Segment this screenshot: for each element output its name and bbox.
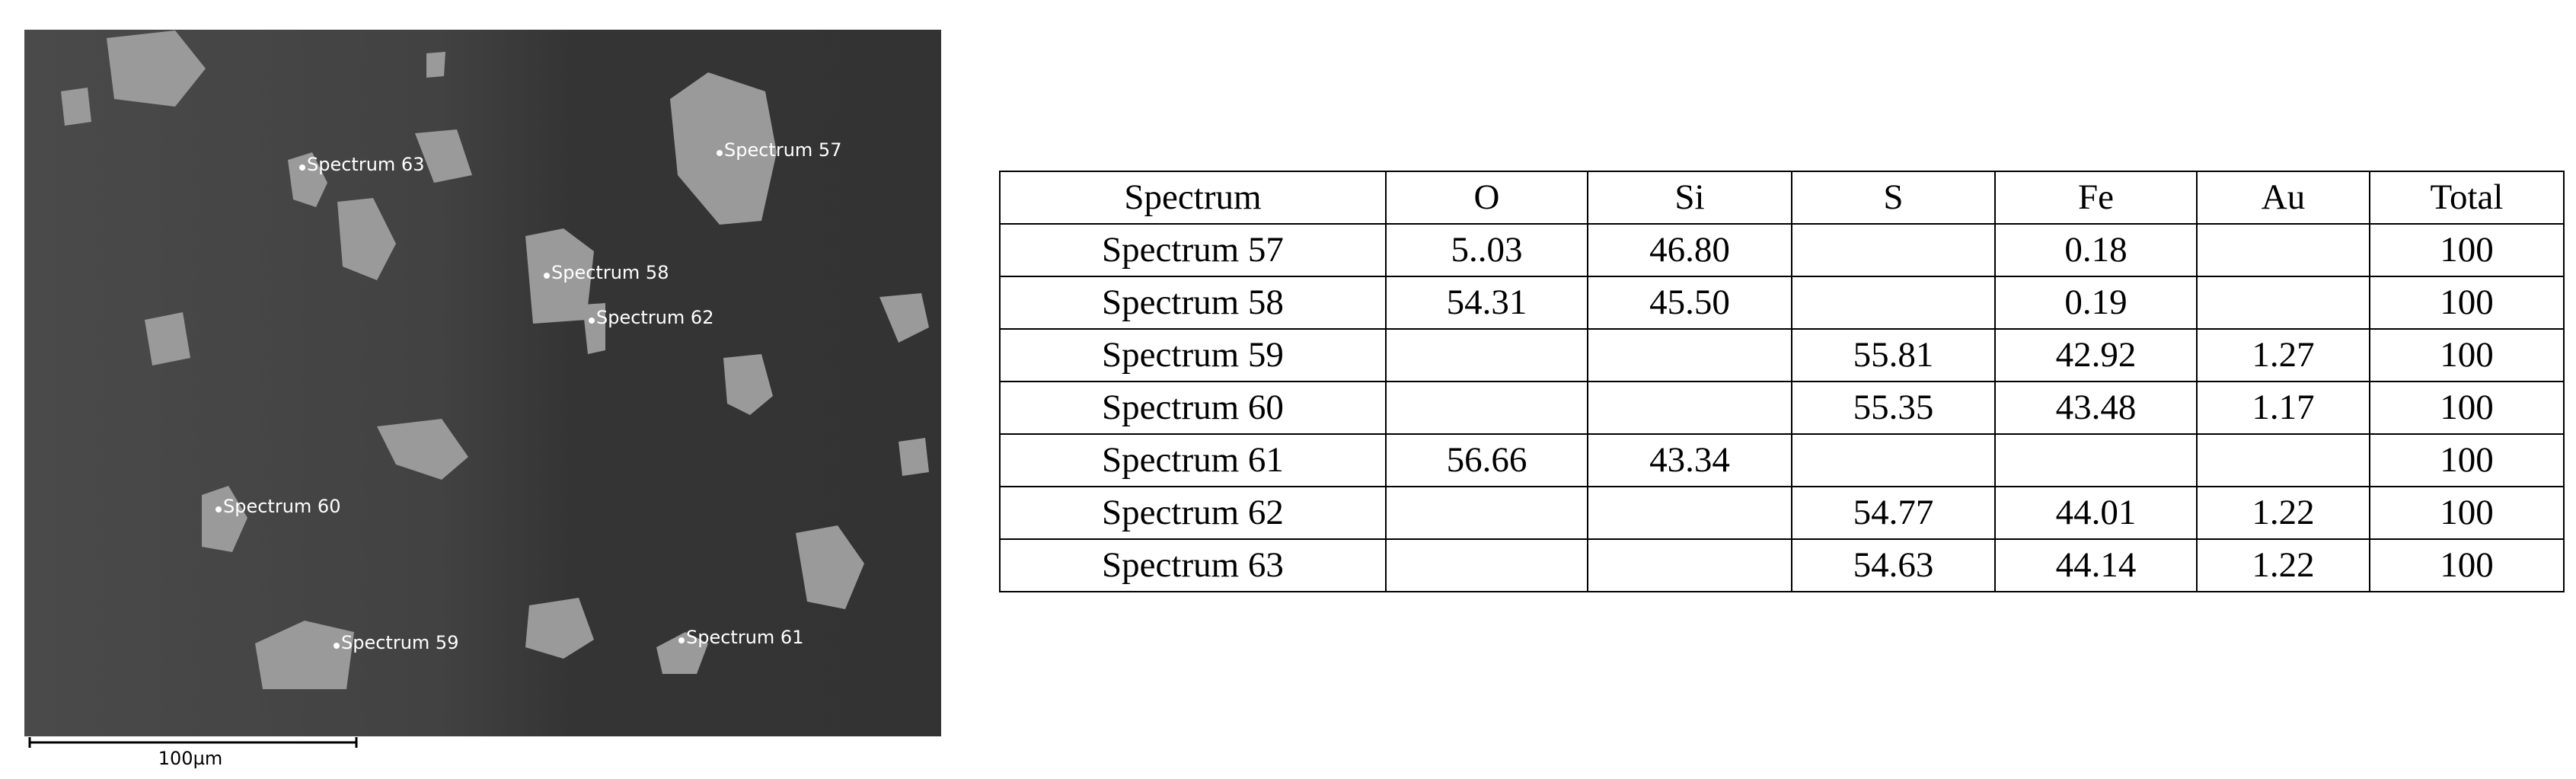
spectrum-point	[544, 273, 550, 279]
data-row-cell: Spectrum 58	[999, 276, 1387, 330]
data-row: Spectrum 57 5..03 46.80 0.18 100	[999, 223, 2565, 277]
data-row-cell: Spectrum 59	[999, 328, 1387, 382]
data-row-cell: 1.17	[2196, 381, 2370, 435]
data-row-cell: 55.81	[1791, 328, 1996, 382]
header-row-cell: Fe	[1994, 171, 2198, 225]
data-row-cell	[2196, 276, 2370, 330]
data-row: Spectrum 58 54.31 45.50 0.19 100	[999, 276, 2565, 330]
data-row-cell: 44.14	[1994, 538, 2198, 592]
micrograph-background	[24, 30, 941, 736]
data-row-cell: 100	[2369, 223, 2565, 277]
data-row-cell: 5..03	[1385, 223, 1588, 277]
spectrum-label: Spectrum 60	[223, 496, 340, 517]
spectrum-label: Spectrum 62	[596, 307, 713, 328]
header-row-cell: O	[1385, 171, 1588, 225]
data-row-cell: 1.27	[2196, 328, 2370, 382]
spectrum-label: Spectrum 58	[551, 262, 669, 283]
data-row-cell	[2196, 223, 2370, 277]
data-row-cell	[1587, 381, 1792, 435]
data-row-cell: 54.63	[1791, 538, 1996, 592]
data-row-cell	[1587, 486, 1792, 540]
data-row-cell: 44.01	[1994, 486, 2198, 540]
data-row: Spectrum 63 54.63 44.14 1.22 100	[999, 538, 2565, 592]
data-row-cell: Spectrum 62	[999, 486, 1387, 540]
header-row-cell: Au	[2196, 171, 2370, 225]
data-row-cell	[1587, 328, 1792, 382]
spectrum-point	[299, 164, 305, 171]
data-row-cell: 56.66	[1385, 433, 1588, 487]
data-row-cell: 54.31	[1385, 276, 1588, 330]
header-row-cell: S	[1791, 171, 1996, 225]
data-row-cell: 100	[2369, 433, 2565, 487]
data-row-cell	[1385, 328, 1588, 382]
data-row-cell	[1385, 486, 1588, 540]
spectrum-point	[589, 318, 595, 324]
header-row-cell: Total	[2369, 171, 2565, 225]
spectrum-label: Spectrum 57	[724, 139, 841, 161]
spectrum-point	[334, 643, 340, 649]
data-row-cell	[1587, 538, 1792, 592]
data-row-cell: Spectrum 60	[999, 381, 1387, 435]
data-row-cell: 42.92	[1994, 328, 2198, 382]
data-row-cell	[1385, 538, 1588, 592]
data-row-cell: Spectrum 57	[999, 223, 1387, 277]
data-row-cell: 45.50	[1587, 276, 1792, 330]
data-row-cell: 100	[2369, 276, 2565, 330]
data-row-cell: 0.18	[1994, 223, 2198, 277]
data-row-cell: 0.19	[1994, 276, 2198, 330]
header-row-cell: Spectrum	[999, 171, 1387, 225]
spectrum-point	[717, 150, 723, 156]
particles	[61, 30, 929, 689]
data-row-cell: 46.80	[1587, 223, 1792, 277]
header-row-cell: Si	[1587, 171, 1792, 225]
data-row-cell	[1791, 433, 1996, 487]
data-row: Spectrum 62 54.77 44.01 1.22 100	[999, 486, 2565, 540]
data-row-cell	[1791, 276, 1996, 330]
data-row: Spectrum 59 55.81 42.92 1.27 100	[999, 328, 2565, 382]
data-row-cell	[1994, 433, 2198, 487]
composition-table: Spectrum O Si S Fe Au Total Spectrum 57 5..03 46.…	[999, 171, 2565, 592]
spectrum-label: Spectrum 61	[686, 627, 803, 648]
data-row-cell: 43.48	[1994, 381, 2198, 435]
sem-image: 100µm Spectrum 63 Spectrum 57 Spectrum 58 S…	[24, 30, 941, 769]
data-row-cell: 54.77	[1791, 486, 1996, 540]
data-row-cell: Spectrum 63	[999, 538, 1387, 592]
data-row-cell	[2196, 433, 2370, 487]
data-row-cell: Spectrum 61	[999, 433, 1387, 487]
data-row-cell	[1791, 223, 1996, 277]
data-row-cell: 100	[2369, 538, 2565, 592]
spectrum-label: Spectrum 59	[341, 632, 458, 653]
data-row-cell: 55.35	[1791, 381, 1996, 435]
spectrum-point	[678, 637, 685, 643]
data-row-cell: 43.34	[1587, 433, 1792, 487]
data-row-cell	[1385, 381, 1588, 435]
header-row: Spectrum O Si S Fe Au Total	[999, 171, 2565, 225]
data-row-cell: 1.22	[2196, 486, 2370, 540]
spectrum-label: Spectrum 63	[307, 154, 424, 175]
data-row-cell: 100	[2369, 381, 2565, 435]
spectrum-point	[215, 506, 222, 512]
data-row-cell: 1.22	[2196, 538, 2370, 592]
data-row: Spectrum 61 56.66 43.34 100	[999, 433, 2565, 487]
data-row: Spectrum 60 55.35 43.48 1.17 100	[999, 381, 2565, 435]
data-row-cell: 100	[2369, 486, 2565, 540]
data-row-cell: 100	[2369, 328, 2565, 382]
scale-bar-label: 100µm	[158, 748, 222, 769]
